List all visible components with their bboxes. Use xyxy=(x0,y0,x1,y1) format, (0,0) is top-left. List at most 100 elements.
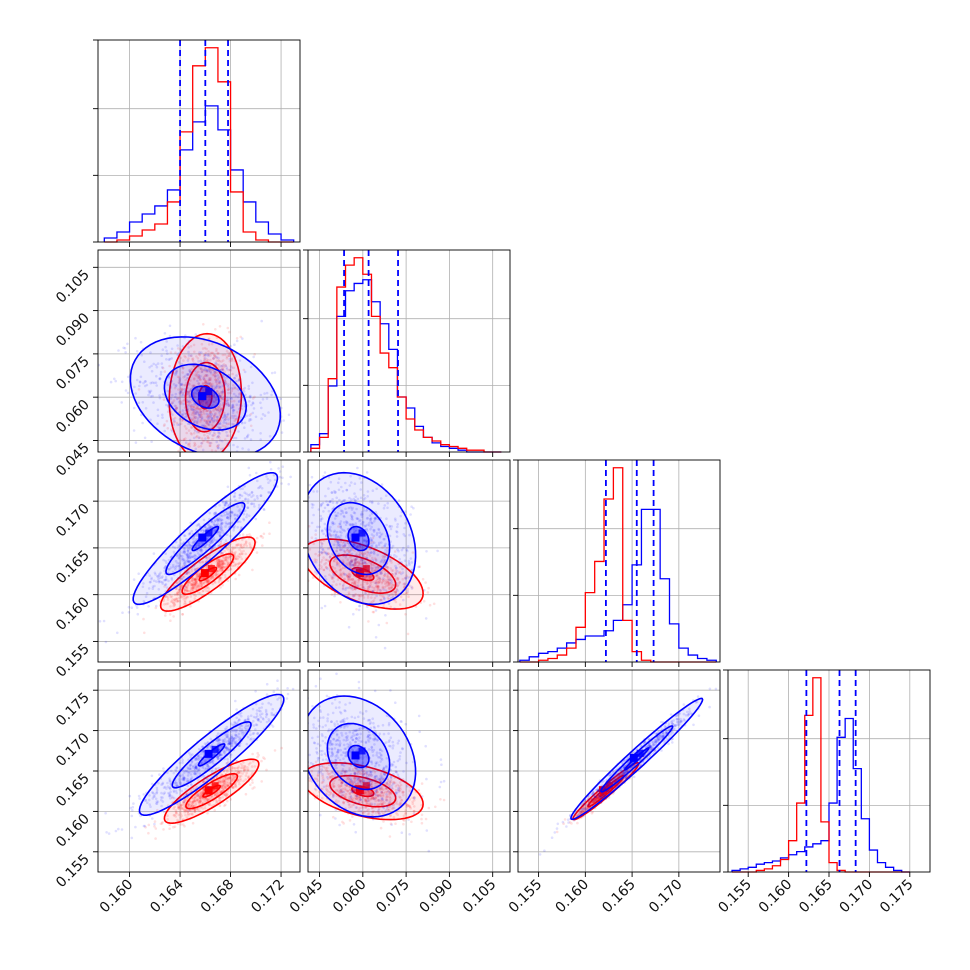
y-tick-label: 0.155 xyxy=(53,851,93,891)
density-core-blue xyxy=(636,749,644,757)
density-core-red xyxy=(200,569,209,578)
x-tick-label: 0.155 xyxy=(506,877,546,917)
y-tick-label: 0.090 xyxy=(53,310,93,350)
density-core-blue xyxy=(204,749,213,758)
contour-line-blue xyxy=(326,722,391,791)
density-core-blue xyxy=(351,533,360,542)
contour-line-red xyxy=(308,538,424,610)
scatter-panel-0-2-frame xyxy=(97,459,301,663)
x-tick-label: 0.165 xyxy=(599,877,639,917)
scatter-panel-0-2 xyxy=(98,460,300,662)
contour-line-red xyxy=(185,773,239,810)
scatter-panel-2-3 xyxy=(518,670,720,872)
contour-fill-blue xyxy=(308,696,416,817)
contour-line-blue xyxy=(190,385,220,409)
y-tick-label: 0.045 xyxy=(53,440,93,480)
contour-line-blue xyxy=(138,693,285,816)
x-tick-label: 0.170 xyxy=(646,877,686,917)
histogram-panel-0 xyxy=(93,39,300,243)
scatter-panel-0-3-frame xyxy=(97,669,301,873)
density-core-blue xyxy=(205,388,213,396)
scatter-panel-0-1 xyxy=(98,250,300,452)
contour-line-red xyxy=(329,774,397,808)
contour-line-red xyxy=(163,758,260,825)
contours-blue xyxy=(308,695,417,818)
contour-line-red xyxy=(184,361,226,433)
x-tick-label: 0.045 xyxy=(287,877,327,917)
x-tick-label: 0.172 xyxy=(248,877,288,917)
scatter-points-blue xyxy=(308,460,439,650)
histogram-panel-2 xyxy=(513,459,720,663)
x-tick-label: 0.160 xyxy=(552,877,592,917)
y-tick-label: 0.175 xyxy=(53,690,93,730)
y-tick-label: 0.170 xyxy=(53,501,93,541)
scatter-panel-1-2-frame xyxy=(307,459,511,663)
density-core-blue xyxy=(358,529,366,537)
histogram-panel-0-frame xyxy=(97,39,301,243)
contours-blue xyxy=(138,693,285,816)
y-tick-label: 0.160 xyxy=(53,811,93,851)
contours-blue xyxy=(132,472,279,606)
histogram-panel-3 xyxy=(723,669,930,873)
contour-line-blue xyxy=(347,744,370,769)
contour-line-blue xyxy=(570,697,704,821)
contour-line-red xyxy=(159,536,256,612)
scatter-panel-0-3 xyxy=(98,670,300,872)
y-tick-label: 0.165 xyxy=(53,771,93,811)
contour-line-blue xyxy=(132,472,279,606)
histogram-panel-1 xyxy=(303,249,510,453)
contour-line-blue xyxy=(308,695,417,818)
density-core-blue xyxy=(629,753,638,762)
density-core-blue xyxy=(351,751,360,760)
x-tick-label: 0.160 xyxy=(97,877,137,917)
density-core-red xyxy=(355,786,364,795)
x-tick-label: 0.155 xyxy=(715,877,755,917)
x-tick-label: 0.060 xyxy=(330,877,370,917)
hist-step-blue xyxy=(519,508,717,662)
histogram-panel-2-frame xyxy=(517,459,721,663)
x-tick-label: 0.168 xyxy=(198,877,238,917)
x-tick-label: 0.164 xyxy=(147,876,187,916)
density-core-blue xyxy=(198,533,207,542)
scatter-points-blue xyxy=(98,460,292,644)
scatter-panel-1-3-frame xyxy=(307,669,511,873)
density-core-blue xyxy=(358,747,366,755)
x-tick-label: 0.175 xyxy=(877,877,917,917)
contour-line-red xyxy=(329,554,397,595)
x-tick-label: 0.075 xyxy=(373,877,413,917)
y-tick-label: 0.170 xyxy=(53,730,93,770)
contours-blue xyxy=(308,471,417,606)
contour-fill-blue xyxy=(308,472,416,605)
scatter-panel-1-3 xyxy=(308,670,510,872)
scatter-panel-1-2 xyxy=(308,460,510,662)
contour-line-blue xyxy=(171,721,252,789)
contour-line-blue xyxy=(129,336,282,452)
x-tick-label: 0.170 xyxy=(837,877,877,917)
y-tick-label: 0.155 xyxy=(53,641,93,681)
density-core-red xyxy=(362,565,370,573)
contour-line-red xyxy=(181,553,235,596)
histogram-panel-3-frame xyxy=(727,669,931,873)
hist-step-red xyxy=(519,467,717,663)
contour-line-blue xyxy=(308,471,417,606)
density-core-blue xyxy=(198,392,207,401)
contour-line-red xyxy=(168,332,243,452)
contours-red xyxy=(163,758,260,825)
contours-red xyxy=(159,536,256,612)
density-core-blue xyxy=(211,745,219,753)
histogram-panel-1-frame xyxy=(307,249,511,453)
contours-blue xyxy=(129,336,282,452)
y-tick-label: 0.105 xyxy=(53,267,93,307)
density-core-red xyxy=(605,782,613,790)
contour-line-blue xyxy=(165,501,246,576)
density-core-red xyxy=(362,782,370,790)
y-tick-label: 0.165 xyxy=(53,547,93,587)
contour-line-red xyxy=(308,761,424,821)
hist-step-blue xyxy=(103,105,295,242)
scatter-panel-0-1-frame xyxy=(97,249,301,453)
density-core-red xyxy=(207,565,215,573)
hist-step-red xyxy=(104,47,294,243)
y-tick-label: 0.075 xyxy=(53,353,93,393)
density-core-red xyxy=(598,786,607,795)
scatter-panel-2-3-frame xyxy=(517,669,721,873)
